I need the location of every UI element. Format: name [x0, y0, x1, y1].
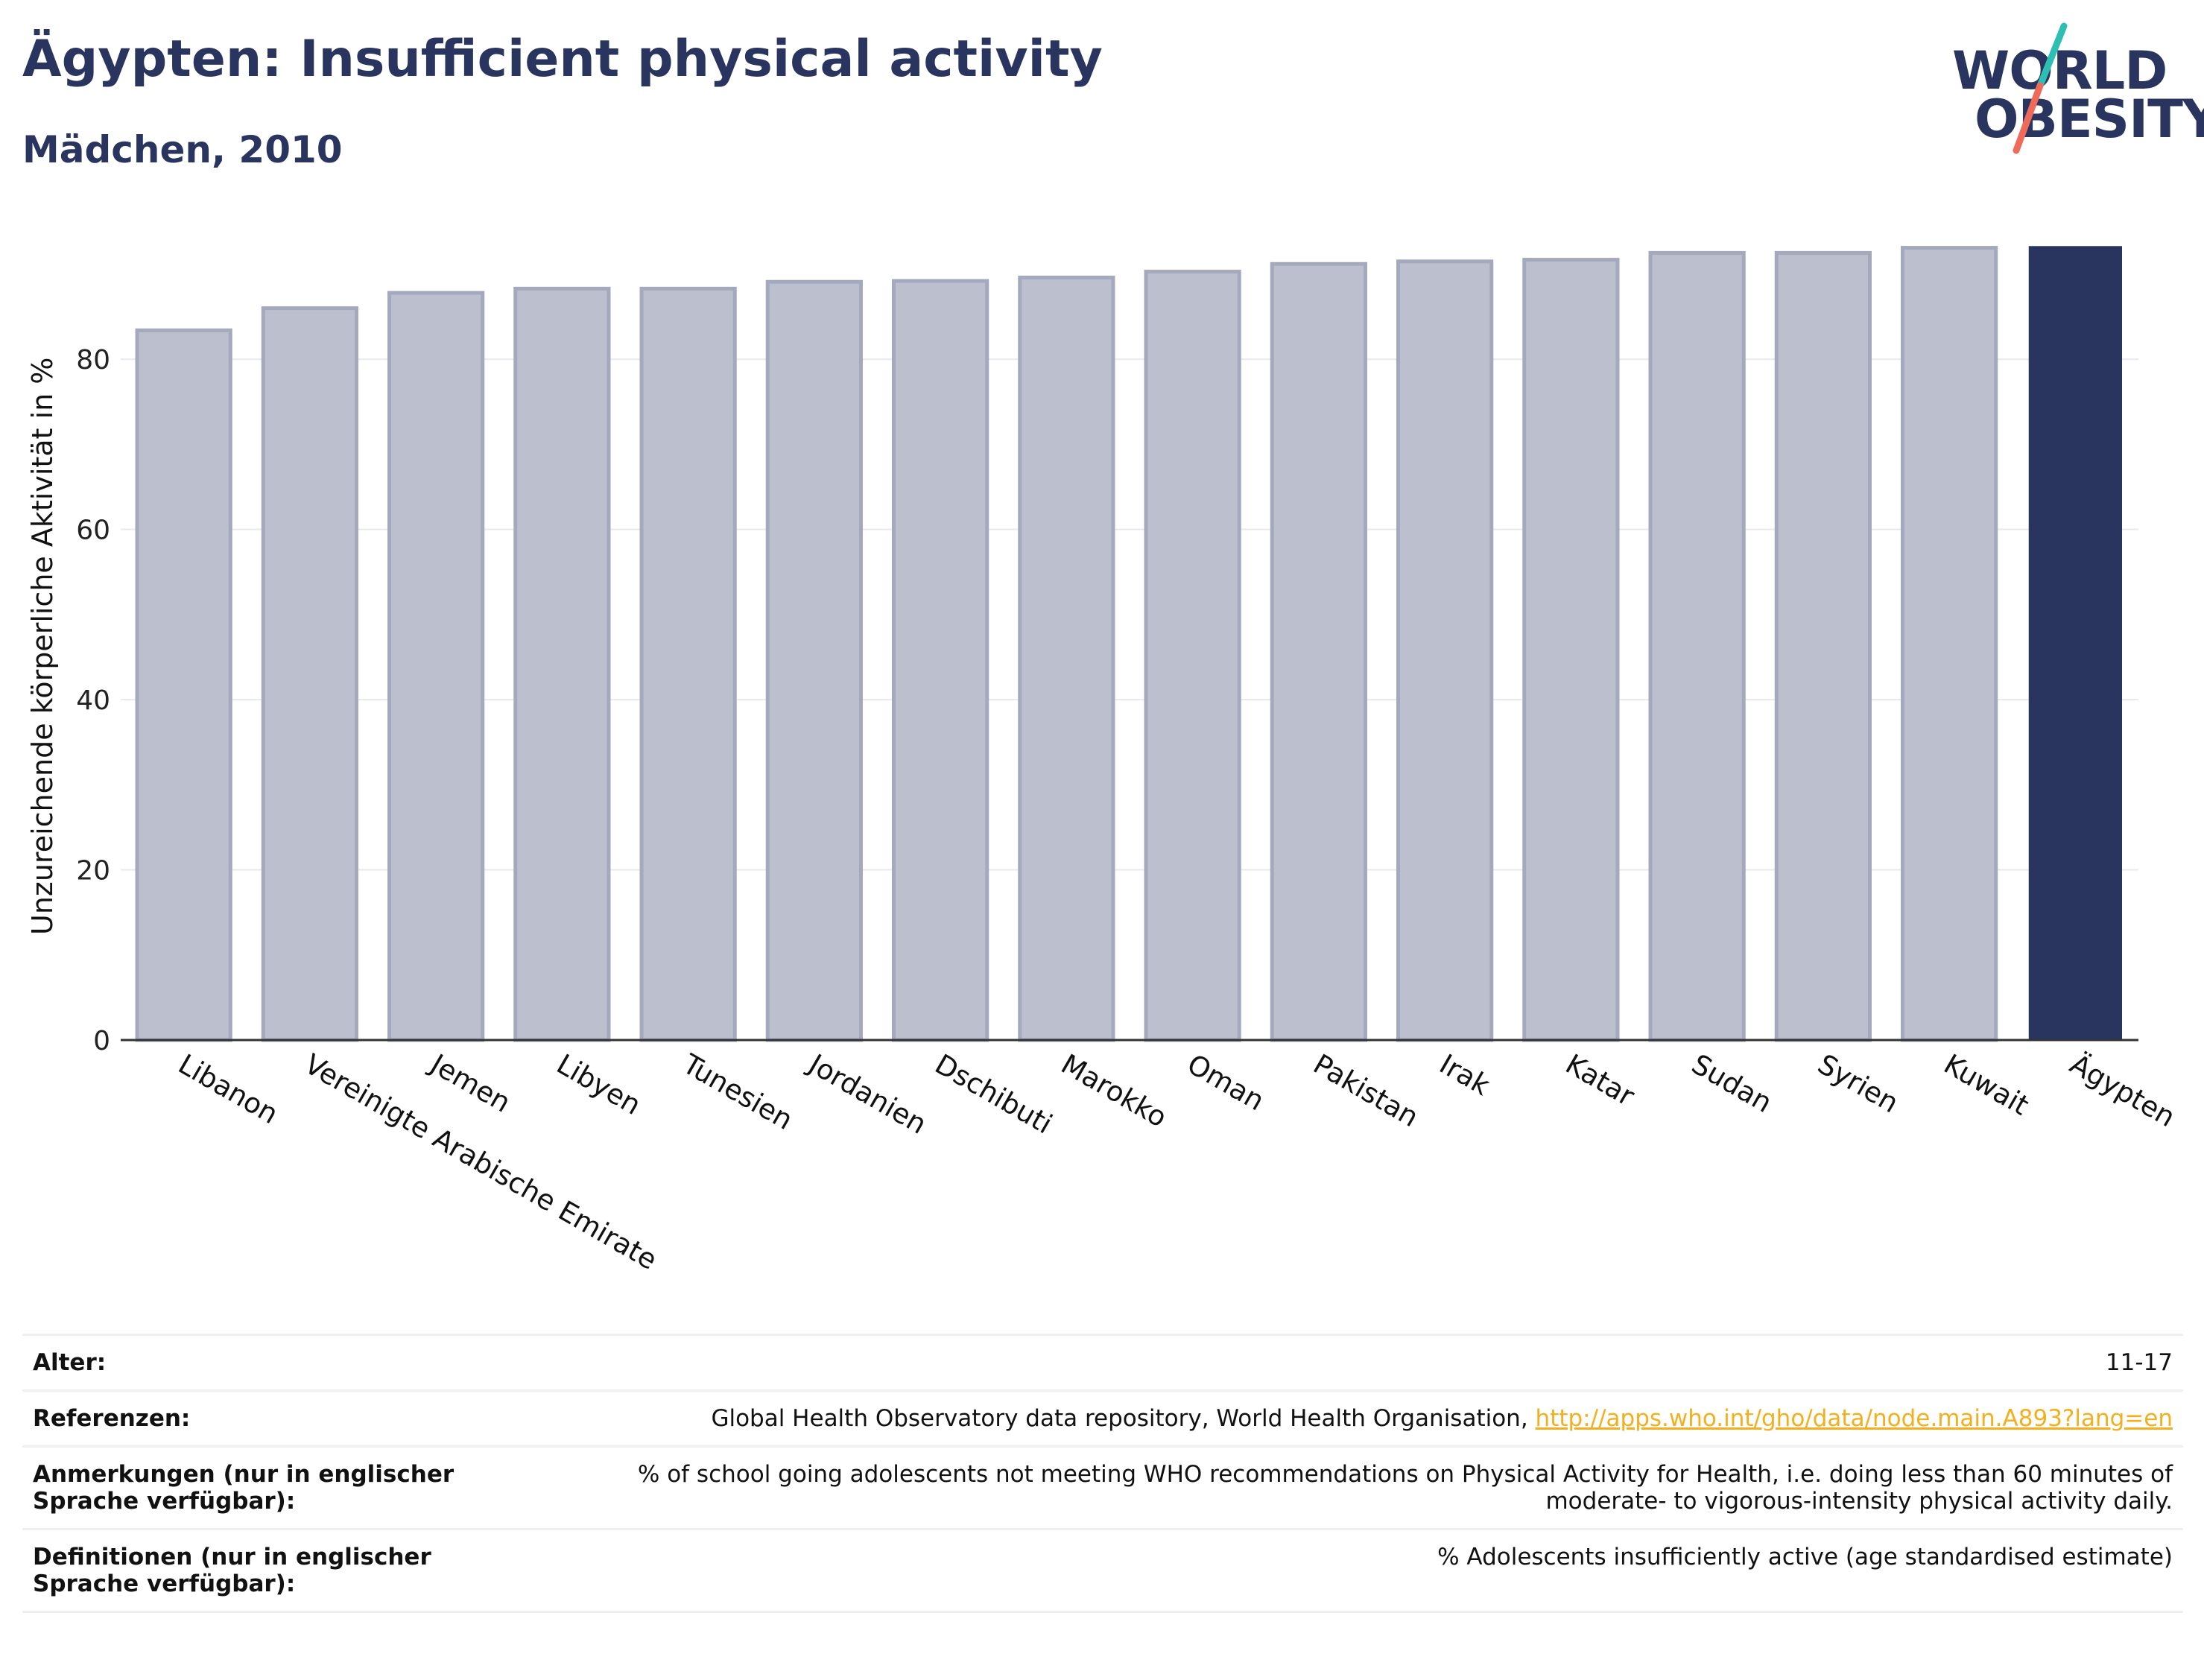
x-tick-label: Libyen	[551, 1048, 647, 1121]
bar-chart: 0 20 40 60 80 Libanon Vereinigte Arabische Em…	[76, 246, 2181, 1276]
bar-sudan[interactable]	[1648, 250, 1746, 1042]
x-tick-label: Irak	[1434, 1048, 1496, 1103]
y-axis-title: Unzureichende körperliche Aktivität in %	[26, 357, 59, 935]
x-tick-label: Tunesien	[677, 1047, 798, 1136]
chart-subtitle: Mädchen, 2010	[22, 128, 343, 171]
world-obesity-logo[interactable]: WORLD OBESITY	[1937, 22, 2204, 156]
x-tick-label: Jordanien	[802, 1047, 932, 1141]
meta-row-references: Referenzen: Global Health Observatory da…	[22, 1389, 2183, 1447]
meta-row-age: Alter: 11-17	[22, 1334, 2183, 1391]
y-tick-label: 80	[76, 345, 110, 375]
bar-marokko[interactable]	[1018, 276, 1115, 1042]
bar-katar[interactable]	[1522, 258, 1620, 1042]
bar-dschibuti[interactable]	[892, 279, 989, 1042]
bar-vereinigte-arabische-emirate[interactable]	[261, 306, 358, 1042]
meta-value: 11-17	[550, 1334, 2183, 1391]
meta-key: Alter:	[22, 1334, 550, 1391]
bar-syrien[interactable]	[1774, 250, 1872, 1042]
bar-oman[interactable]	[1144, 270, 1241, 1042]
meta-value: % Adolescents insufficiently active (age…	[550, 1528, 2183, 1613]
x-tick-label: Ägypten	[2065, 1048, 2181, 1134]
bars	[135, 246, 2122, 1042]
bar-jordanien[interactable]	[765, 279, 863, 1042]
x-tick-label: Libanon	[173, 1048, 283, 1131]
y-tick-label: 0	[93, 1026, 110, 1056]
y-tick-labels: 0 20 40 60 80	[76, 345, 110, 1056]
meta-value: % of school going adolescents not meetin…	[550, 1445, 2183, 1530]
meta-key: Definitionen (nur in englischer Sprache …	[22, 1528, 550, 1613]
bar-jemen[interactable]	[387, 291, 485, 1042]
bar-kuwait[interactable]	[1901, 246, 1998, 1042]
x-tick-labels: Libanon Vereinigte Arabische EmirateJemen…	[173, 1047, 2180, 1276]
x-tick-label: Pakistan	[1308, 1048, 1424, 1134]
reference-link[interactable]: http://apps.who.int/gho/data/node.main.A…	[1535, 1405, 2173, 1432]
meta-row-notes: Anmerkungen (nur in englischer Sprache v…	[22, 1445, 2183, 1530]
x-tick-label: Sudan	[1686, 1048, 1777, 1120]
meta-value-cell: Global Health Observatory data repositor…	[550, 1389, 2183, 1447]
meta-key: Referenzen:	[22, 1389, 550, 1447]
logo-line-obesity: OBESITY	[1975, 89, 2204, 150]
x-tick-label: Dschibuti	[930, 1048, 1058, 1141]
x-tick-label: Katar	[1560, 1048, 1641, 1113]
x-tick-label: Marokko	[1056, 1048, 1172, 1134]
logo-slash-icon	[2013, 22, 2068, 154]
chart-title: Ägypten: Insufficient physical activity	[22, 30, 1103, 89]
metadata-table: Alter: 11-17 Referenzen: Global Health O…	[22, 1334, 2183, 1613]
y-tick-label: 40	[76, 685, 110, 716]
y-tick-label: 20	[76, 856, 110, 887]
x-tick-label: Oman	[1182, 1048, 1270, 1118]
bar-irak[interactable]	[1396, 259, 1494, 1042]
meta-value: Global Health Observatory data repositor…	[711, 1405, 1536, 1432]
bar-tunesien[interactable]	[639, 286, 737, 1042]
meta-row-definitions: Definitionen (nur in englischer Sprache …	[22, 1528, 2183, 1613]
bar-libyen[interactable]	[513, 286, 611, 1042]
x-tick-label: Kuwait	[1939, 1048, 2035, 1122]
x-tick-label: Jemen	[424, 1047, 516, 1119]
meta-key: Anmerkungen (nur in englischer Sprache v…	[22, 1445, 550, 1530]
y-tick-label: 60	[76, 516, 110, 546]
bar-pakistan[interactable]	[1270, 261, 1367, 1042]
logo-line-world: WORLD	[1952, 40, 2167, 101]
bar-ägypten[interactable]	[2028, 246, 2122, 1041]
bar-libanon[interactable]	[135, 328, 232, 1042]
x-tick-label: Syrien	[1812, 1048, 1904, 1120]
